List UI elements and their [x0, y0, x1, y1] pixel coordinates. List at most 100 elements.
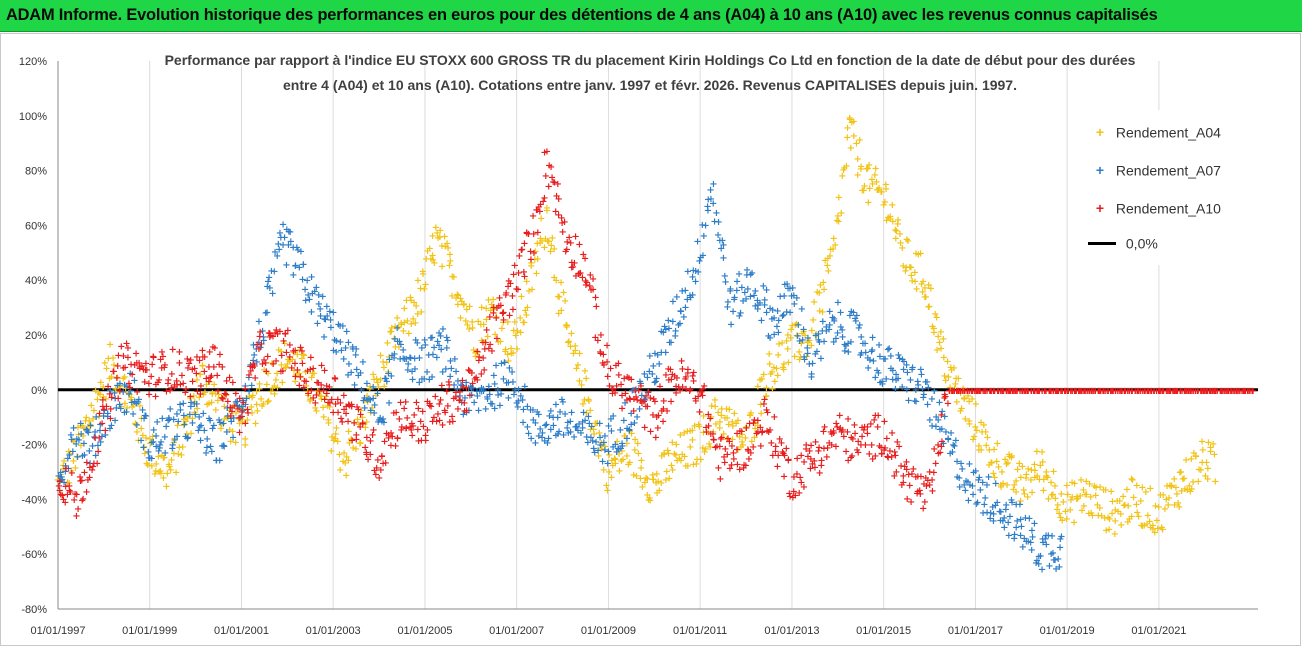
data-point: + [621, 398, 629, 409]
data-point: + [315, 387, 323, 398]
data-point: + [653, 350, 661, 361]
data-point: + [468, 323, 476, 334]
data-point: + [548, 233, 556, 244]
data-point: + [428, 231, 436, 242]
data-point: + [716, 417, 724, 428]
data-point: + [1189, 477, 1197, 488]
data-point: + [1210, 449, 1218, 460]
data-point: + [907, 263, 915, 274]
data-point: + [592, 302, 600, 313]
data-point: + [482, 303, 490, 314]
data-point: + [966, 480, 974, 491]
data-point: + [317, 361, 325, 372]
data-point: + [411, 364, 419, 375]
data-point: + [1086, 492, 1094, 503]
data-point: + [766, 359, 774, 370]
data-point: + [458, 296, 466, 307]
data-point: + [78, 476, 86, 487]
data-point: + [460, 299, 468, 310]
data-point: + [812, 331, 820, 342]
data-point: + [352, 344, 360, 355]
data-point: + [934, 415, 942, 426]
data-point: + [511, 330, 519, 341]
data-point: + [617, 443, 625, 454]
data-point: + [197, 421, 205, 432]
data-point: + [303, 276, 311, 287]
data-point: + [937, 344, 945, 355]
data-point: + [577, 428, 585, 439]
data-point: + [520, 271, 528, 282]
data-point: + [689, 460, 697, 471]
data-point: + [235, 402, 243, 413]
data-point: + [1047, 549, 1055, 560]
data-point: + [224, 396, 232, 407]
data-point: + [864, 197, 872, 208]
data-point: + [1033, 556, 1041, 567]
data-point: + [158, 347, 166, 358]
data-point: + [152, 459, 160, 470]
data-point: + [597, 330, 605, 341]
data-point: + [730, 408, 738, 419]
data-point: + [142, 359, 150, 370]
data-point: + [98, 431, 106, 442]
data-point: + [218, 362, 226, 373]
data-point: + [359, 419, 367, 430]
data-point: + [86, 458, 94, 469]
data-point: + [349, 344, 357, 355]
data-point: + [730, 294, 738, 305]
data-point: + [1145, 516, 1153, 527]
data-point: + [985, 445, 993, 456]
data-point: + [710, 217, 718, 228]
data-point: + [105, 374, 113, 385]
data-point: + [56, 470, 64, 481]
data-point: + [299, 259, 307, 270]
data-point: + [1094, 511, 1102, 522]
data-point: + [183, 354, 191, 365]
data-point: + [383, 338, 391, 349]
data-point: + [393, 336, 401, 347]
data-point: + [693, 236, 701, 247]
data-point: + [171, 435, 179, 446]
data-point: + [768, 305, 776, 316]
data-point: + [1125, 514, 1133, 525]
data-point: + [96, 419, 104, 430]
data-point: + [233, 397, 241, 408]
data-point: + [491, 404, 499, 415]
data-point: + [180, 420, 188, 431]
data-point: + [195, 422, 203, 433]
data-point: + [287, 236, 295, 247]
data-point: + [522, 310, 530, 321]
data-point: + [344, 337, 352, 348]
data-point: + [173, 432, 181, 443]
data-point: + [383, 376, 391, 387]
data-point: + [102, 402, 110, 413]
data-point: + [331, 399, 339, 410]
data-point: + [71, 463, 79, 474]
data-point: + [461, 393, 469, 404]
data-point: + [742, 422, 750, 433]
data-point: + [1249, 386, 1257, 397]
data-point: + [255, 379, 263, 390]
data-point: + [263, 308, 271, 319]
data-point: + [902, 263, 910, 274]
data-point: + [385, 352, 393, 363]
data-point: + [346, 401, 354, 412]
data-point: + [433, 228, 441, 239]
data-point: + [443, 343, 451, 354]
data-point: + [212, 456, 220, 467]
data-point: + [707, 412, 715, 423]
data-point: + [1012, 499, 1020, 510]
chart-legend: + Rendement_A04 + Rendement_A07 + Rendem… [1078, 110, 1268, 265]
data-point: + [155, 375, 163, 386]
data-point: + [245, 372, 253, 383]
data-point: + [411, 318, 419, 329]
data-point: + [208, 446, 216, 457]
data-point: + [150, 425, 158, 436]
data-point: + [631, 434, 639, 445]
data-point: + [1022, 473, 1030, 484]
data-point: + [990, 473, 998, 484]
data-point: + [499, 317, 507, 328]
data-point: + [298, 359, 306, 370]
data-point: + [79, 431, 87, 442]
data-point: + [1076, 491, 1084, 502]
